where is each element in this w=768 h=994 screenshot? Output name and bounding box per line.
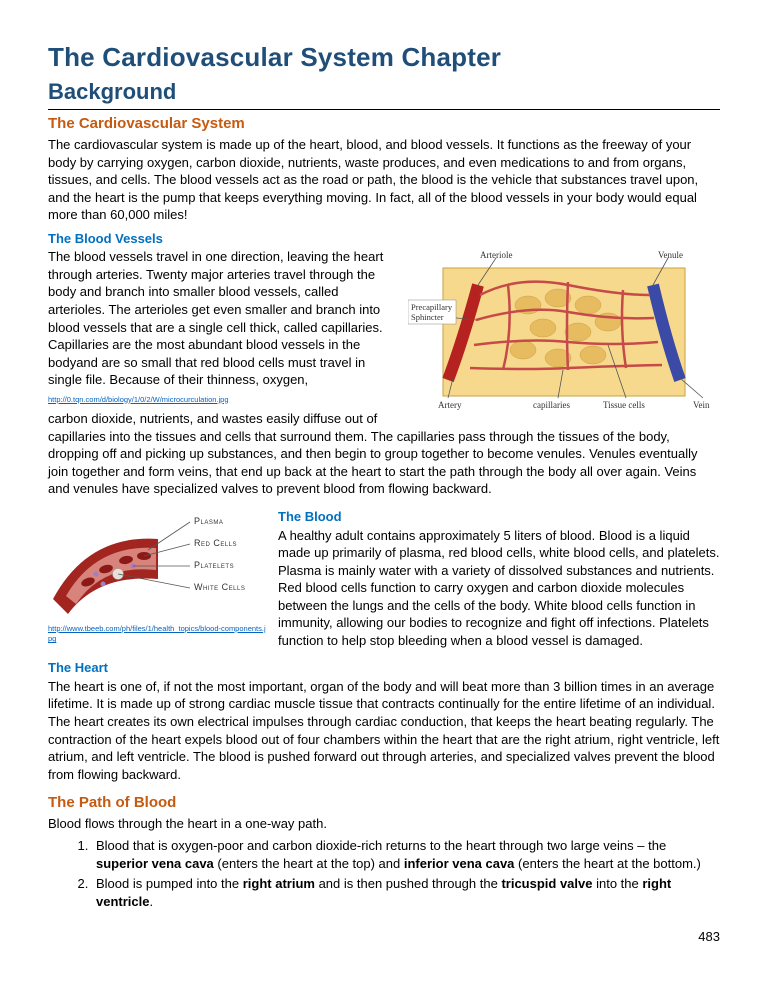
label-venule: Venule bbox=[658, 250, 683, 260]
li1-bold-2: inferior vena cava bbox=[404, 856, 515, 871]
label-vein: Vein bbox=[693, 400, 710, 410]
section-heading: Background bbox=[48, 77, 720, 110]
page-title: The Cardiovascular System Chapter bbox=[48, 40, 720, 75]
li2-text-c: and is then pushed through the bbox=[315, 876, 501, 891]
subheading-cardio: The Cardiovascular System bbox=[48, 114, 720, 134]
heart-paragraph: The heart is one of, if not the most imp… bbox=[48, 678, 720, 783]
label-precap-2: Sphincter bbox=[411, 312, 444, 322]
label-platelets: Platelets bbox=[194, 560, 234, 570]
path-list: Blood that is oxygen-poor and carbon dio… bbox=[48, 837, 720, 910]
microcirculation-diagram: Arteriole Venule Artery capillaries Tiss… bbox=[408, 250, 720, 415]
label-capillaries: capillaries bbox=[533, 400, 570, 410]
subheading-heart: The Heart bbox=[48, 659, 720, 677]
blood-components-diagram: Plasma Red Cells Platelets White Cells bbox=[48, 504, 268, 624]
label-artery: Artery bbox=[438, 400, 462, 410]
blood-components-link[interactable]: http://www.tbeeb.com/ph/files/1/health_t… bbox=[48, 624, 268, 644]
label-white-cells: White Cells bbox=[194, 582, 245, 592]
list-item: Blood that is oxygen-poor and carbon dio… bbox=[92, 837, 720, 872]
label-red-cells: Red Cells bbox=[194, 538, 237, 548]
path-intro: Blood flows through the heart in a one-w… bbox=[48, 815, 720, 833]
vessels-text-a: The blood vessels travel in one directio… bbox=[48, 249, 383, 387]
li2-text-e: . bbox=[149, 894, 153, 909]
subheading-vessels: The Blood Vessels bbox=[48, 230, 720, 248]
subheading-path: The Path of Blood bbox=[48, 793, 720, 813]
li1-text-c: (enters the heart at the top) and bbox=[214, 856, 404, 871]
li1-text-a: Blood that is oxygen-poor and carbon dio… bbox=[96, 838, 666, 853]
microcirculation-figure: Arteriole Venule Artery capillaries Tiss… bbox=[408, 250, 720, 415]
list-item: Blood is pumped into the right atrium an… bbox=[92, 875, 720, 910]
label-arteriole: Arteriole bbox=[480, 250, 512, 260]
label-tissue: Tissue cells bbox=[603, 400, 645, 410]
label-plasma: Plasma bbox=[194, 516, 223, 526]
li1-bold-1: superior vena cava bbox=[96, 856, 214, 871]
li2-text-a: Blood is pumped into the bbox=[96, 876, 243, 891]
microcirculation-link[interactable]: http://0.tqn.com/d/biology/1/0/2/W/micro… bbox=[48, 395, 229, 404]
vessels-paragraph-b: carbon dioxide, nutrients, and wastes ea… bbox=[48, 410, 720, 498]
intro-paragraph: The cardiovascular system is made up of … bbox=[48, 136, 720, 224]
li2-bold-1: right atrium bbox=[243, 876, 315, 891]
li2-text-d: into the bbox=[592, 876, 642, 891]
page-number: 483 bbox=[48, 928, 720, 946]
li1-text-d: (enters the heart at the bottom.) bbox=[514, 856, 700, 871]
label-precap-1: Precapillary bbox=[411, 302, 453, 312]
blood-components-figure: Plasma Red Cells Platelets White Cells h… bbox=[48, 504, 268, 644]
li2-bold-2: tricuspid valve bbox=[501, 876, 592, 891]
